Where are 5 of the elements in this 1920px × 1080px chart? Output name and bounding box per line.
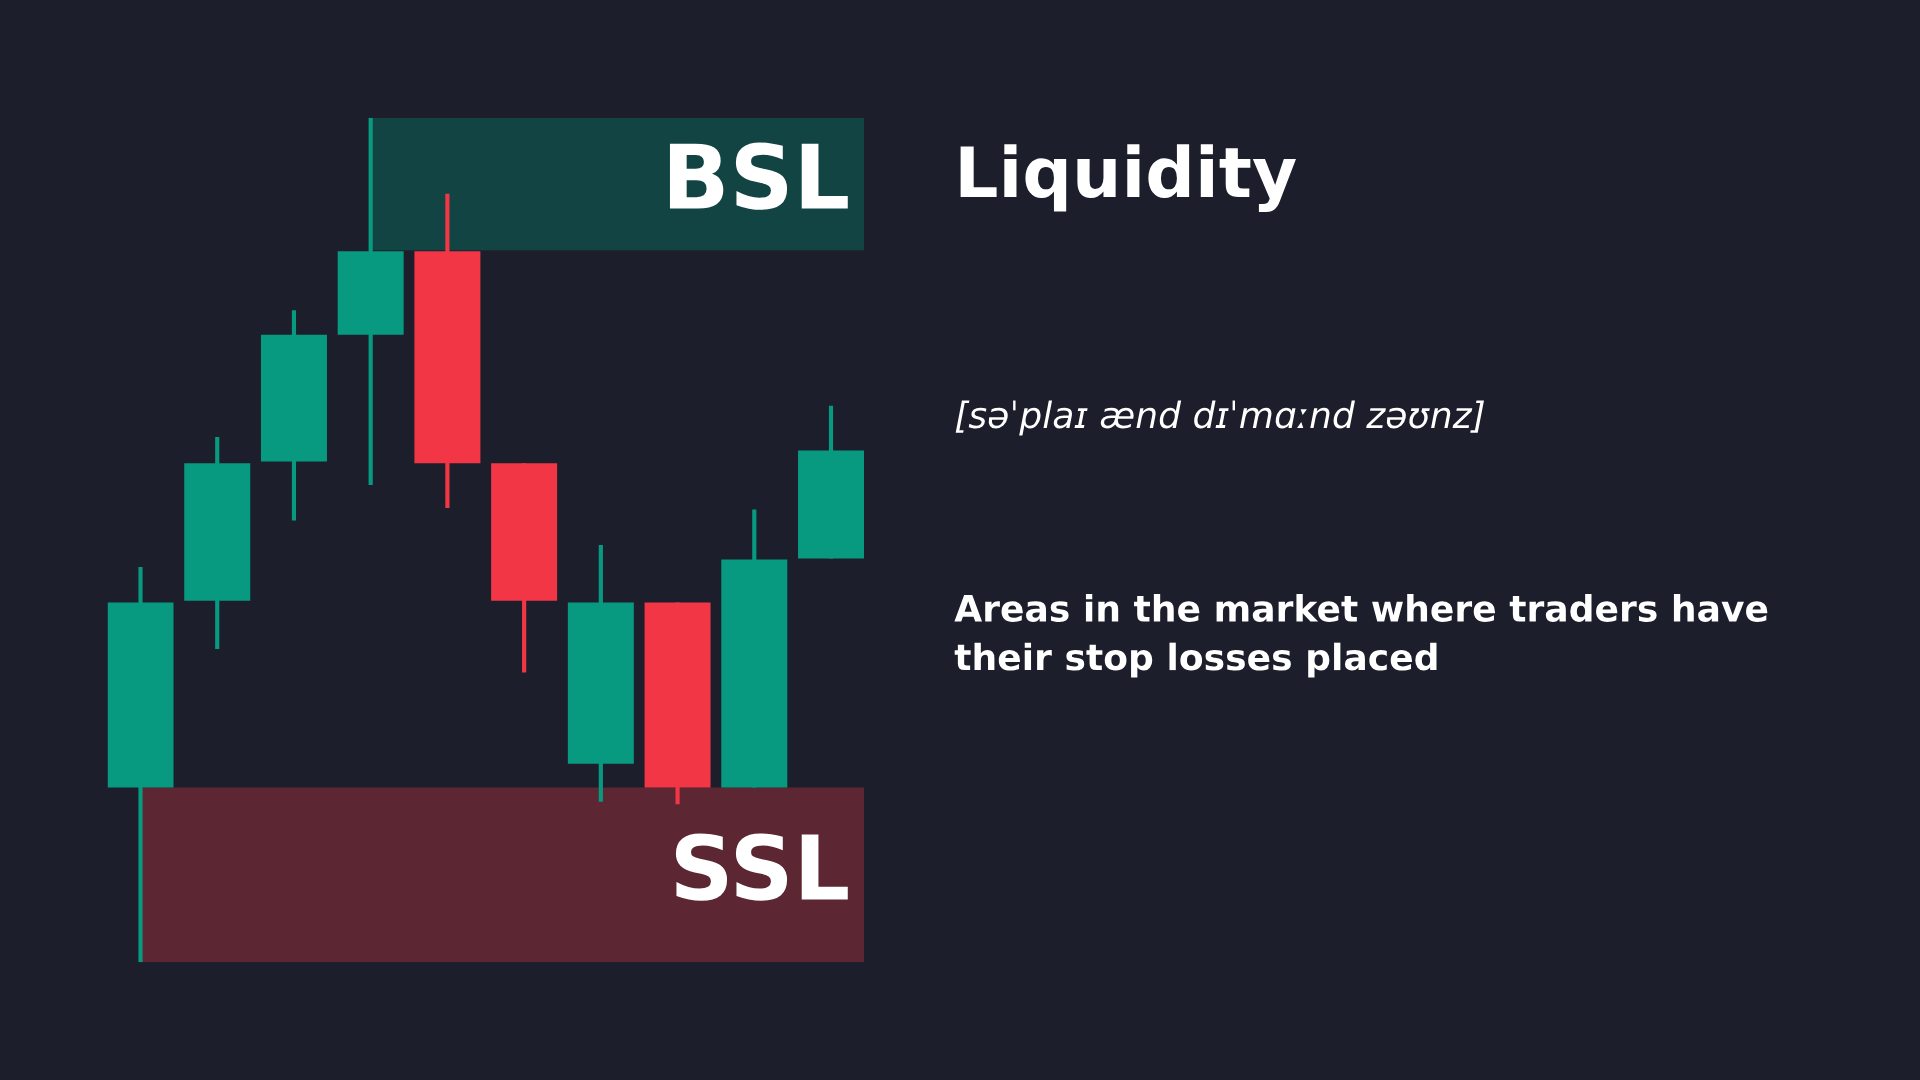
band-label: BSL bbox=[669, 142, 848, 210]
text: Liquidity bbox=[960, 144, 1296, 213]
band-label: SSL bbox=[675, 833, 848, 901]
text: [səˈplaɪ ænd dɪˈmɑːnd zəʊnz] bbox=[955, 400, 1484, 436]
text: Areas in the market where traders have their stop losses placed bbox=[954, 594, 1768, 678]
